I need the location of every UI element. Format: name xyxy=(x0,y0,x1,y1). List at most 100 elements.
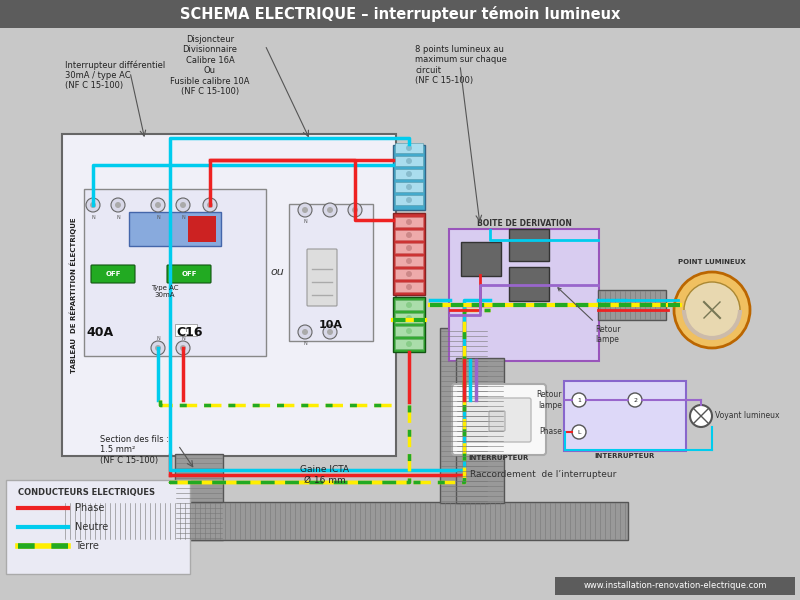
FancyBboxPatch shape xyxy=(393,213,425,295)
Text: N: N xyxy=(181,215,185,220)
Circle shape xyxy=(406,341,412,347)
Text: OFF: OFF xyxy=(106,271,121,277)
Circle shape xyxy=(684,282,740,338)
Circle shape xyxy=(572,393,586,407)
Circle shape xyxy=(176,341,190,355)
FancyBboxPatch shape xyxy=(555,577,795,595)
Circle shape xyxy=(406,171,412,177)
Circle shape xyxy=(628,393,642,407)
Circle shape xyxy=(327,207,333,213)
FancyBboxPatch shape xyxy=(395,195,423,205)
Text: 8 points lumineux au
maximum sur chaque
circuit
(NF C 15-100): 8 points lumineux au maximum sur chaque … xyxy=(415,45,507,85)
Circle shape xyxy=(298,325,312,339)
FancyBboxPatch shape xyxy=(395,182,423,192)
Circle shape xyxy=(348,203,362,217)
FancyBboxPatch shape xyxy=(440,328,488,503)
FancyBboxPatch shape xyxy=(84,189,266,356)
Text: POINT LUMINEUX: POINT LUMINEUX xyxy=(678,259,746,265)
FancyBboxPatch shape xyxy=(175,454,223,540)
Circle shape xyxy=(406,145,412,151)
Circle shape xyxy=(352,207,358,213)
Text: www.installation-renovation-electrique.com: www.installation-renovation-electrique.c… xyxy=(583,581,766,590)
Text: Interrupteur différentiel
30mA / type AC
(NF C 15-100): Interrupteur différentiel 30mA / type AC… xyxy=(65,60,166,90)
Circle shape xyxy=(406,219,412,225)
Text: Neutre: Neutre xyxy=(75,522,108,532)
FancyBboxPatch shape xyxy=(395,313,423,323)
FancyBboxPatch shape xyxy=(461,242,501,276)
FancyBboxPatch shape xyxy=(395,256,423,266)
FancyBboxPatch shape xyxy=(598,290,666,320)
Circle shape xyxy=(111,198,125,212)
Circle shape xyxy=(406,315,412,321)
Text: Section des fils :
1.5 mm²
(NF C 15-100): Section des fils : 1.5 mm² (NF C 15-100) xyxy=(100,435,169,465)
Circle shape xyxy=(674,272,750,348)
FancyBboxPatch shape xyxy=(395,339,423,349)
FancyBboxPatch shape xyxy=(395,230,423,240)
Circle shape xyxy=(323,325,337,339)
FancyBboxPatch shape xyxy=(395,217,423,227)
Text: N: N xyxy=(156,336,160,341)
FancyBboxPatch shape xyxy=(91,265,135,283)
Text: Gaine ICTA
Ø 16 mm: Gaine ICTA Ø 16 mm xyxy=(301,465,350,484)
Circle shape xyxy=(406,302,412,308)
Text: C16: C16 xyxy=(177,325,203,338)
Text: 2: 2 xyxy=(633,397,637,403)
Circle shape xyxy=(86,198,100,212)
Circle shape xyxy=(90,202,96,208)
Circle shape xyxy=(302,329,308,335)
Text: Phase: Phase xyxy=(75,503,104,513)
Text: SCHEMA ELECTRIQUE – interrupteur témoin lumineux: SCHEMA ELECTRIQUE – interrupteur témoin … xyxy=(180,6,620,22)
Text: 40A: 40A xyxy=(86,325,114,338)
FancyBboxPatch shape xyxy=(393,145,425,210)
Circle shape xyxy=(155,345,161,351)
FancyBboxPatch shape xyxy=(509,229,549,261)
Circle shape xyxy=(406,245,412,251)
Text: ou: ou xyxy=(270,267,284,277)
FancyBboxPatch shape xyxy=(62,134,396,456)
FancyBboxPatch shape xyxy=(509,267,549,301)
Circle shape xyxy=(406,271,412,277)
Circle shape xyxy=(180,202,186,208)
Circle shape xyxy=(302,207,308,213)
Text: Terre: Terre xyxy=(75,541,99,551)
Circle shape xyxy=(151,341,165,355)
Text: L: L xyxy=(578,430,581,434)
Text: N: N xyxy=(156,215,160,220)
FancyBboxPatch shape xyxy=(0,0,800,28)
FancyBboxPatch shape xyxy=(167,265,211,283)
Text: 10A: 10A xyxy=(319,320,343,330)
Circle shape xyxy=(115,202,121,208)
Text: Raccordement  de l’interrupteur: Raccordement de l’interrupteur xyxy=(470,470,616,479)
FancyBboxPatch shape xyxy=(395,143,423,153)
Circle shape xyxy=(207,202,213,208)
Circle shape xyxy=(406,158,412,164)
Text: 1: 1 xyxy=(577,397,581,403)
Text: INTERRUPTEUR: INTERRUPTEUR xyxy=(595,453,655,459)
Circle shape xyxy=(203,198,217,212)
FancyBboxPatch shape xyxy=(564,381,686,451)
Text: T: T xyxy=(184,328,188,332)
FancyBboxPatch shape xyxy=(452,384,546,455)
Circle shape xyxy=(406,184,412,190)
Circle shape xyxy=(406,197,412,203)
Circle shape xyxy=(327,329,333,335)
Circle shape xyxy=(176,198,190,212)
FancyBboxPatch shape xyxy=(6,480,190,574)
Circle shape xyxy=(406,328,412,334)
Text: N: N xyxy=(181,336,185,341)
Text: Phase: Phase xyxy=(539,427,562,437)
FancyBboxPatch shape xyxy=(395,269,423,279)
Text: Type AC
30mA: Type AC 30mA xyxy=(151,285,178,298)
FancyBboxPatch shape xyxy=(289,204,373,341)
FancyBboxPatch shape xyxy=(307,249,337,306)
FancyBboxPatch shape xyxy=(449,229,599,361)
FancyBboxPatch shape xyxy=(489,411,505,431)
Circle shape xyxy=(151,198,165,212)
FancyBboxPatch shape xyxy=(395,169,423,179)
FancyBboxPatch shape xyxy=(395,282,423,292)
Circle shape xyxy=(323,203,337,217)
FancyBboxPatch shape xyxy=(465,398,531,442)
Text: INTERRUPTEUR: INTERRUPTEUR xyxy=(469,455,529,461)
Circle shape xyxy=(572,425,586,439)
Text: BOITE DE DERIVATION: BOITE DE DERIVATION xyxy=(477,219,571,228)
